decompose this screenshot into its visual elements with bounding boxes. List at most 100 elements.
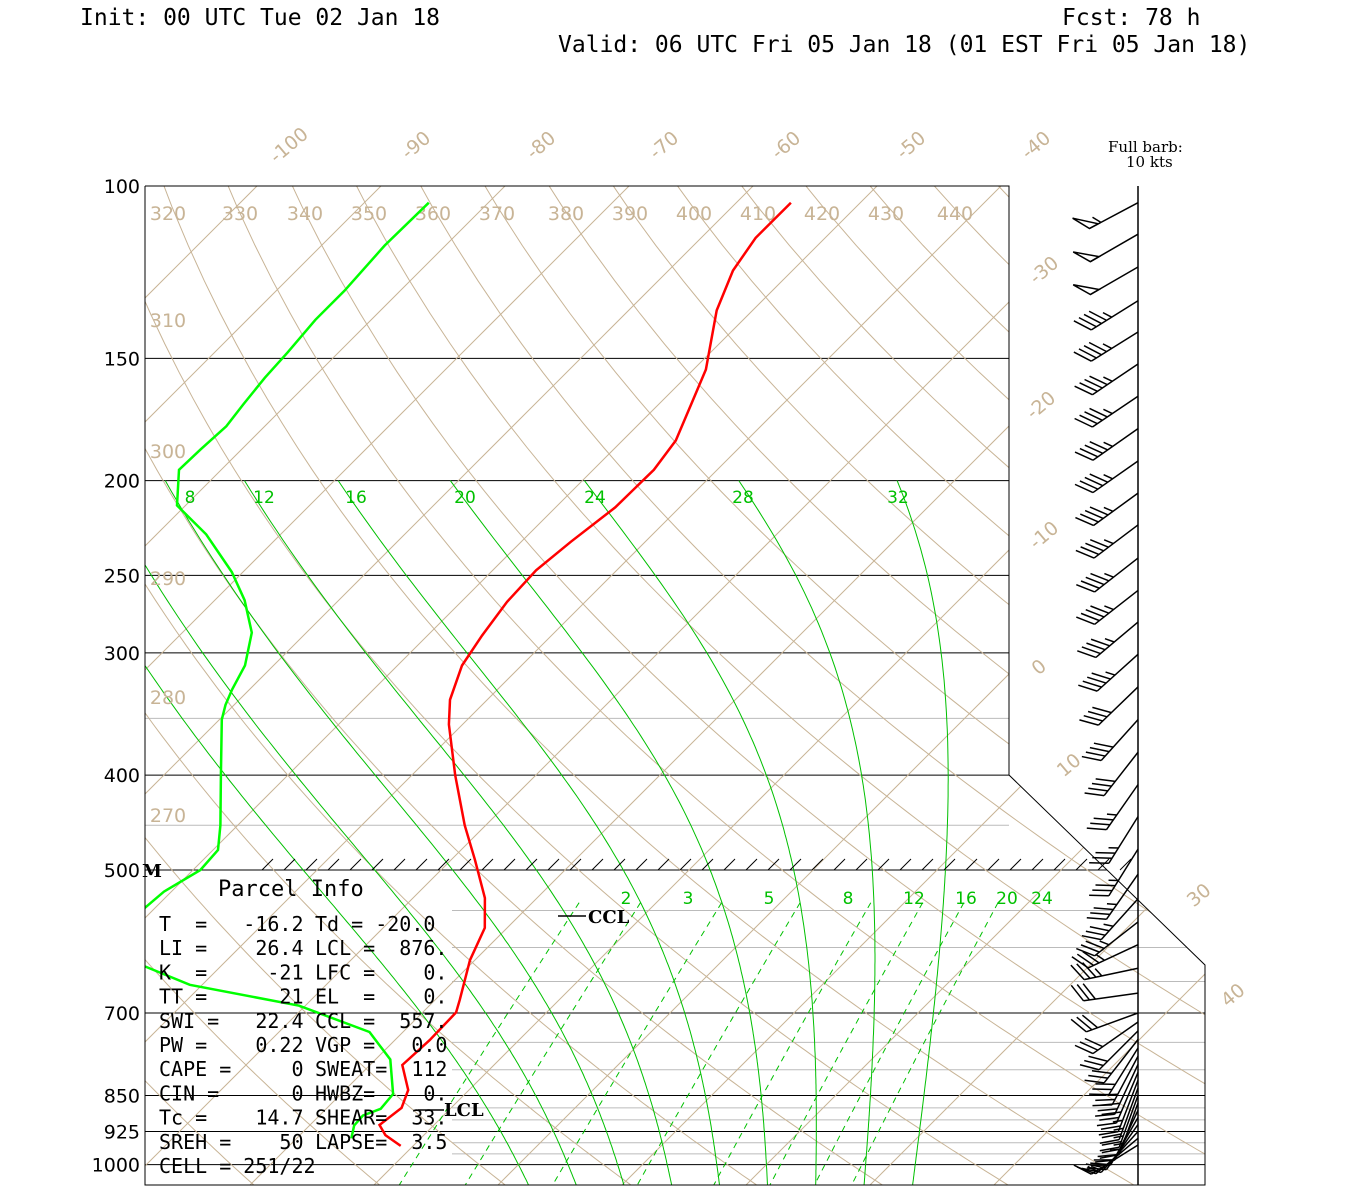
barb-staff	[1097, 686, 1139, 726]
barb-staff	[1117, 1079, 1139, 1132]
hatch-mark	[569, 858, 582, 871]
barb-staff	[1118, 1087, 1139, 1140]
mixing-ratio-label: 12	[903, 889, 925, 909]
hatch-mark	[921, 858, 934, 871]
moist-adiabat	[449, 480, 769, 1185]
hatch-mark	[305, 858, 318, 871]
hatch-mark	[833, 858, 846, 871]
parcel-info-left: TT = 21	[159, 985, 304, 1009]
valid-time: Valid: 06 UTC Fri 05 Jan 18 (01 EST Fri …	[558, 32, 1250, 58]
barb-full	[1081, 755, 1102, 762]
forecast-hour: Fcst: 78 h	[1062, 5, 1200, 31]
barb-full	[1079, 513, 1099, 523]
moist-adiabat	[145, 480, 579, 1185]
barb-half	[1113, 1135, 1124, 1139]
barb-full	[1084, 509, 1104, 520]
barb-full	[1090, 912, 1110, 916]
dry-adiabat	[471, 186, 1205, 1185]
pressure-tick-label: 925	[104, 1121, 140, 1143]
barb-full	[1087, 676, 1107, 684]
barb-full	[1099, 1146, 1120, 1152]
moist-adiabat-label: 12	[253, 488, 275, 508]
wind-barb	[1084, 1039, 1139, 1084]
barb-half	[1102, 343, 1113, 350]
hatch-mark	[745, 858, 758, 871]
isotherm-label: -90	[397, 127, 435, 164]
dry-adiabat	[661, 186, 1205, 1185]
pressure-tick-label: 500	[104, 860, 140, 882]
barb-staff	[1118, 1095, 1139, 1148]
barb-full	[1079, 382, 1098, 393]
barb-full	[1080, 546, 1100, 556]
wind-barb	[1076, 589, 1139, 626]
barb-staff	[1090, 300, 1139, 331]
barb-pennant	[1072, 284, 1102, 296]
parcel-info-left: CAPE = 0	[159, 1057, 304, 1081]
dry-adiabat	[534, 186, 1205, 1185]
barb-half	[1103, 506, 1114, 513]
hatch-mark	[1031, 858, 1044, 871]
barb-half	[1104, 605, 1114, 611]
barb-half	[1105, 671, 1116, 676]
wind-barb	[1089, 816, 1139, 865]
barb-full	[1082, 962, 1097, 978]
isotherm-label: -70	[645, 127, 683, 164]
hatch-mark	[283, 858, 296, 871]
barb-staff	[1114, 1064, 1139, 1115]
dry-adiabat-label: 360	[415, 203, 451, 225]
isotherm	[145, 186, 652, 1185]
wind-barb	[1075, 492, 1139, 527]
hatch-mark	[481, 858, 494, 871]
wind-barb	[1070, 962, 1139, 981]
barb-staff	[1100, 898, 1139, 941]
barb-full	[1091, 1070, 1112, 1075]
parcel-info-left: T = -16.2	[159, 912, 304, 936]
moist-adiabat	[584, 480, 817, 1185]
parcel-info-right: LCL = 876.	[315, 936, 447, 960]
barb-full	[1090, 605, 1110, 614]
barb-half	[1102, 311, 1113, 318]
barb-full	[1091, 782, 1112, 787]
isotherm-label: 30	[1183, 879, 1216, 911]
wind-barb	[1099, 1095, 1139, 1152]
dry-adiabat-label: 380	[548, 203, 584, 225]
pressure-tick-label: 1000	[92, 1155, 140, 1177]
parcel-info-right: VGP = 0.0	[315, 1033, 447, 1057]
barb-full	[1084, 1037, 1104, 1048]
dry-adiabat-label: 270	[150, 805, 186, 827]
barb-full	[1089, 375, 1108, 386]
barb-half	[1103, 441, 1113, 448]
barb-full	[1093, 817, 1114, 821]
hatch-mark	[525, 858, 538, 871]
hatch-mark	[1119, 858, 1132, 871]
barb-full	[1074, 385, 1093, 396]
hatch-mark	[349, 858, 362, 871]
barb-full	[1076, 1016, 1093, 1031]
isotherm	[493, 186, 1205, 1185]
hatch-mark	[503, 858, 516, 871]
barb-full	[1098, 1093, 1118, 1096]
moist-adiabat	[738, 480, 876, 1185]
barb-full	[1074, 417, 1093, 428]
barb-full	[1076, 947, 1095, 957]
isotherm-label: 40	[1217, 979, 1250, 1011]
barb-full	[1101, 1140, 1122, 1146]
barb-full	[1090, 572, 1110, 582]
dry-adiabat	[408, 186, 1205, 1185]
barb-full	[1100, 1102, 1120, 1107]
dry-adiabat	[155, 186, 1139, 1185]
init-time: Init: 00 UTC Tue 02 Jan 18	[80, 5, 440, 31]
hatch-mark	[1009, 858, 1022, 871]
hatch-mark	[591, 858, 604, 871]
barb-staff	[1083, 992, 1139, 1002]
barb-full	[1089, 894, 1109, 897]
barb-full	[1087, 710, 1108, 718]
barb-half	[1113, 1127, 1124, 1131]
isotherm	[617, 186, 1205, 1185]
barb-pennant	[1072, 251, 1102, 263]
isotherm	[369, 186, 1205, 1185]
parcel-info-panel: Parcel Info T = -16.2 Td = -20.0 LI = 26.4…	[159, 877, 447, 1178]
barb-half	[1094, 968, 1103, 977]
dry-adiabat-label: 390	[612, 203, 648, 225]
dry-adiabat	[281, 186, 1205, 1185]
